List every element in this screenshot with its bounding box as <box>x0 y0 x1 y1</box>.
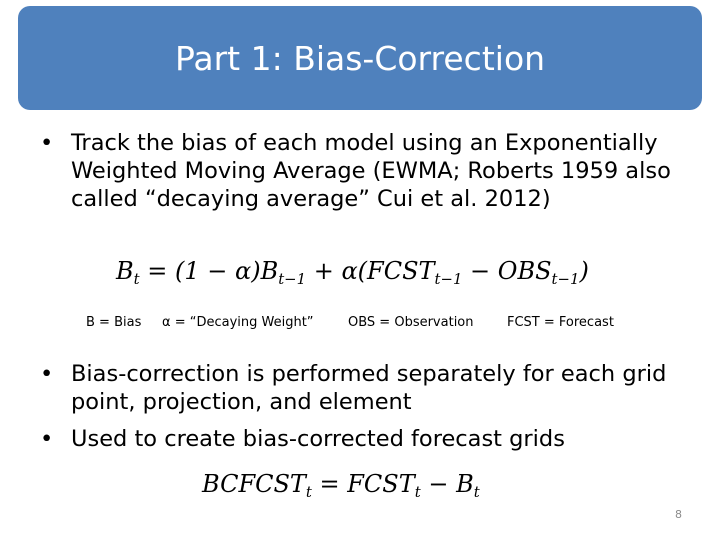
eq-term: ) <box>579 257 589 285</box>
bullet-text: Track the bias of each model using an Ex… <box>71 130 671 212</box>
eq-term: − B <box>420 470 474 498</box>
bullet-text: Bias-correction is performed separately … <box>71 361 667 415</box>
legend-observation: OBS = Observation <box>348 315 474 330</box>
eq-term: BCFCST <box>202 470 306 498</box>
bullet-ewma: • Track the bias of each model using an … <box>40 129 680 213</box>
bullet-marker: • <box>40 130 54 156</box>
title-bar: Part 1: Bias-Correction <box>18 6 702 110</box>
eq-subscript: t−1 <box>278 270 307 289</box>
slide-number: 8 <box>675 508 682 521</box>
eq-subscript: t <box>473 483 480 502</box>
eq-term: B <box>116 257 134 285</box>
legend-bias: B = Bias <box>86 315 142 330</box>
bcfcst-equation: BCFCSTt = FCSTt − Bt <box>202 470 480 501</box>
eq-subscript: t <box>133 270 140 289</box>
bullet-marker: • <box>40 426 54 452</box>
eq-subscript: t−1 <box>434 270 463 289</box>
bullet-marker: • <box>40 361 54 387</box>
ewma-equation: Bt = (1 − α)Bt−1 + α(FCSTt−1 − OBSt−1) <box>116 257 589 288</box>
bullet-grid-point: • Bias-correction is performed separatel… <box>40 360 680 416</box>
legend-forecast: FCST = Forecast <box>507 315 614 330</box>
legend-alpha: α = “Decaying Weight” <box>162 315 314 330</box>
eq-subscript: t <box>414 483 421 502</box>
eq-term: = (1 − α)B <box>139 257 279 285</box>
eq-term: + α(FCST <box>306 257 435 285</box>
eq-term: = FCST <box>311 470 415 498</box>
eq-term: − OBS <box>462 257 552 285</box>
eq-subscript: t <box>305 483 312 502</box>
bullet-forecast-grids: • Used to create bias-corrected forecast… <box>40 425 680 453</box>
eq-subscript: t−1 <box>551 270 580 289</box>
slide-title: Part 1: Bias-Correction <box>174 38 546 78</box>
bullet-text: Used to create bias-corrected forecast g… <box>71 426 565 452</box>
